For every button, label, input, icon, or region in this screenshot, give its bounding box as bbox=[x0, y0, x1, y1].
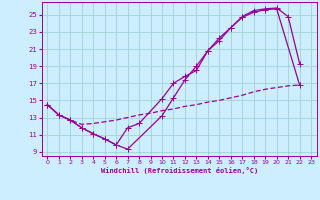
X-axis label: Windchill (Refroidissement éolien,°C): Windchill (Refroidissement éolien,°C) bbox=[100, 167, 258, 174]
